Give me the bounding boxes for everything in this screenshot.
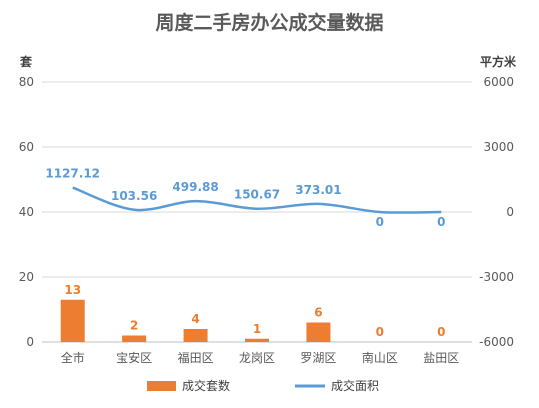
left-tick-label: 60 [19,140,34,154]
bar-全市 [60,299,85,342]
category-label: 盐田区 [423,351,459,365]
line-data-label: 499.88 [172,180,218,194]
bar-龙岗区 [245,338,269,342]
right-tick-label: 0 [506,205,514,219]
legend-bar-label: 成交套数 [182,378,230,393]
category-label: 龙岗区 [239,351,275,365]
line-data-label: 373.01 [295,183,341,197]
left-tick-label: 80 [19,75,34,89]
legend-line-label: 成交面积 [331,378,379,393]
line-data-label: 0 [376,215,384,229]
left-axis-ticks: 0 20 40 60 80 [19,75,34,349]
left-tick-label: 40 [19,205,34,219]
bar-data-label: 13 [64,283,81,297]
legend-bar-swatch [147,381,176,391]
right-tick-label: 6000 [483,75,514,89]
line-data-label: 1127.12 [45,167,100,181]
right-tick-label: -3000 [479,270,514,284]
legend: 成交套数 成交面积 [147,378,379,393]
left-tick-label: 20 [19,270,34,284]
bar-data-label: 0 [437,325,445,339]
bar-罗湖区 [306,322,331,342]
category-labels: 全市 宝安区 福田区 龙岗区 罗湖区 南山区 盐田区 [61,350,460,365]
category-label: 宝安区 [116,350,152,365]
chart-title: 周度二手房办公成交量数据 [155,11,383,34]
bar-data-label: 0 [376,325,384,339]
line-data-label: 150.67 [234,188,280,202]
left-axis-label: 套 [19,54,33,69]
bar-福田区 [183,329,208,342]
line-data-label: 0 [437,215,445,229]
line-series: 1127.12 103.56 499.88 150.67 373.01 0 0 [45,167,445,229]
bar-series: 13 2 4 1 6 0 0 [60,283,445,342]
line-data-label: 103.56 [111,189,157,203]
category-label: 福田区 [178,350,214,365]
right-axis-ticks: -6000 -3000 0 3000 6000 [479,75,514,349]
category-label: 罗湖区 [300,350,336,365]
category-label: 南山区 [362,350,398,365]
right-tick-label: 3000 [483,140,514,154]
bar-宝安区 [122,335,147,342]
bar-data-label: 6 [314,306,322,320]
right-tick-label: -6000 [479,335,514,349]
left-tick-label: 0 [26,335,34,349]
category-label: 全市 [61,350,85,365]
bar-data-label: 1 [253,322,261,336]
gridlines [42,81,472,343]
bar-data-label: 4 [191,312,199,326]
area-line [72,186,442,214]
bar-data-label: 2 [130,319,138,333]
right-axis-label: 平方米 [480,54,517,69]
